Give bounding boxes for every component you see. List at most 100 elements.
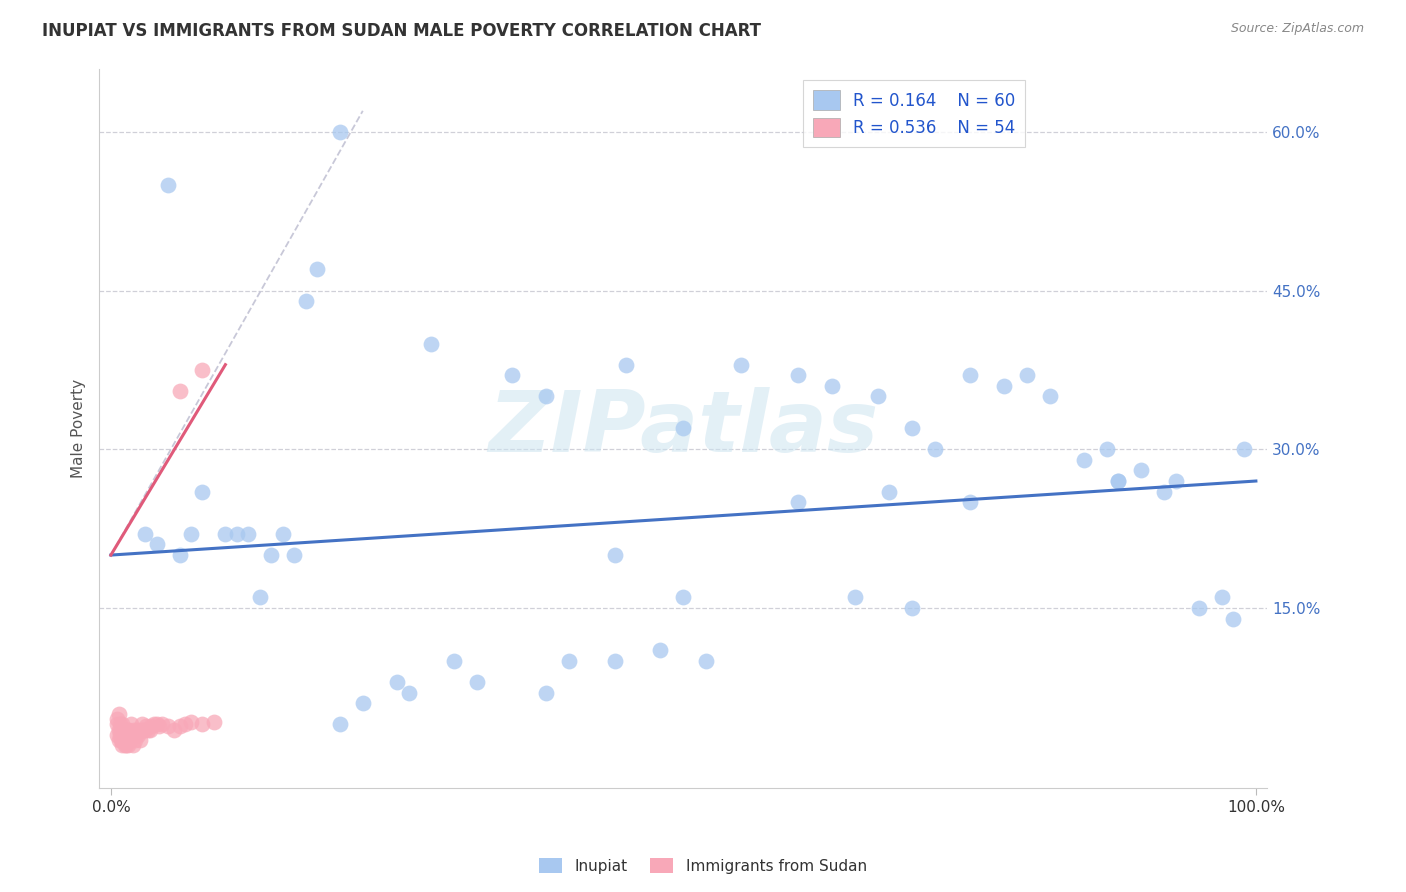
Point <box>283 548 305 562</box>
Point <box>128 733 150 747</box>
Point <box>821 379 844 393</box>
Point <box>117 728 139 742</box>
Point <box>122 723 145 737</box>
Point <box>108 706 131 721</box>
Point <box>152 717 174 731</box>
Point <box>672 421 695 435</box>
Text: Source: ZipAtlas.com: Source: ZipAtlas.com <box>1230 22 1364 36</box>
Point <box>1188 601 1211 615</box>
Y-axis label: Male Poverty: Male Poverty <box>72 378 86 478</box>
Point <box>139 723 162 737</box>
Point <box>169 719 191 733</box>
Point <box>111 717 134 731</box>
Point <box>202 715 225 730</box>
Point <box>844 591 866 605</box>
Point <box>111 733 134 747</box>
Text: INUPIAT VS IMMIGRANTS FROM SUDAN MALE POVERTY CORRELATION CHART: INUPIAT VS IMMIGRANTS FROM SUDAN MALE PO… <box>42 22 761 40</box>
Point <box>105 717 128 731</box>
Point <box>118 723 141 737</box>
Point <box>134 723 156 737</box>
Point <box>1233 442 1256 457</box>
Point <box>1108 474 1130 488</box>
Point <box>1164 474 1187 488</box>
Point <box>558 654 581 668</box>
Point <box>180 527 202 541</box>
Point <box>115 723 138 737</box>
Point <box>672 591 695 605</box>
Point <box>901 601 924 615</box>
Point <box>603 654 626 668</box>
Point <box>1015 368 1038 383</box>
Point <box>120 733 142 747</box>
Point <box>191 363 214 377</box>
Point <box>501 368 523 383</box>
Point <box>114 728 136 742</box>
Point <box>125 728 148 742</box>
Point <box>108 728 131 742</box>
Point <box>329 717 352 731</box>
Point <box>786 368 808 383</box>
Point <box>105 728 128 742</box>
Text: ZIPatlas: ZIPatlas <box>488 386 879 469</box>
Point <box>924 442 946 457</box>
Point <box>214 527 236 541</box>
Point <box>157 719 180 733</box>
Point <box>271 527 294 541</box>
Point <box>135 719 157 733</box>
Point <box>614 358 637 372</box>
Point <box>121 728 143 742</box>
Point <box>329 125 352 139</box>
Point <box>249 591 271 605</box>
Point <box>959 495 981 509</box>
Point <box>124 733 146 747</box>
Point <box>145 537 167 551</box>
Point <box>534 685 557 699</box>
Point <box>114 739 136 753</box>
Point <box>108 733 131 747</box>
Point <box>134 527 156 541</box>
Point <box>157 178 180 192</box>
Point <box>132 723 155 737</box>
Point <box>139 719 162 733</box>
Point <box>169 384 191 398</box>
Point <box>108 723 131 737</box>
Point <box>465 675 488 690</box>
Point <box>129 723 152 737</box>
Point <box>180 715 202 730</box>
Point <box>225 527 247 541</box>
Point <box>1130 463 1153 477</box>
Point <box>145 717 167 731</box>
Point <box>148 719 170 733</box>
Point <box>111 739 134 753</box>
Point <box>191 717 214 731</box>
Point <box>603 548 626 562</box>
Point <box>105 712 128 726</box>
Point <box>993 379 1015 393</box>
Point <box>114 723 136 737</box>
Point <box>260 548 283 562</box>
Point <box>127 723 149 737</box>
Point <box>117 739 139 753</box>
Legend: R = 0.164    N = 60, R = 0.536    N = 54: R = 0.164 N = 60, R = 0.536 N = 54 <box>803 80 1025 147</box>
Point <box>294 294 316 309</box>
Point <box>879 484 901 499</box>
Legend: Inupiat, Immigrants from Sudan: Inupiat, Immigrants from Sudan <box>533 852 873 880</box>
Point <box>114 733 136 747</box>
Point <box>385 675 408 690</box>
Point <box>121 717 143 731</box>
Point <box>118 733 141 747</box>
Point <box>1073 453 1095 467</box>
Point <box>114 739 136 753</box>
Point <box>730 358 752 372</box>
Point <box>169 548 191 562</box>
Point <box>650 643 672 657</box>
Point <box>174 717 197 731</box>
Point <box>127 728 149 742</box>
Point <box>1222 611 1244 625</box>
Point <box>305 262 328 277</box>
Point <box>115 733 138 747</box>
Point <box>110 733 132 747</box>
Point <box>238 527 260 541</box>
Point <box>111 728 134 742</box>
Point <box>143 717 166 731</box>
